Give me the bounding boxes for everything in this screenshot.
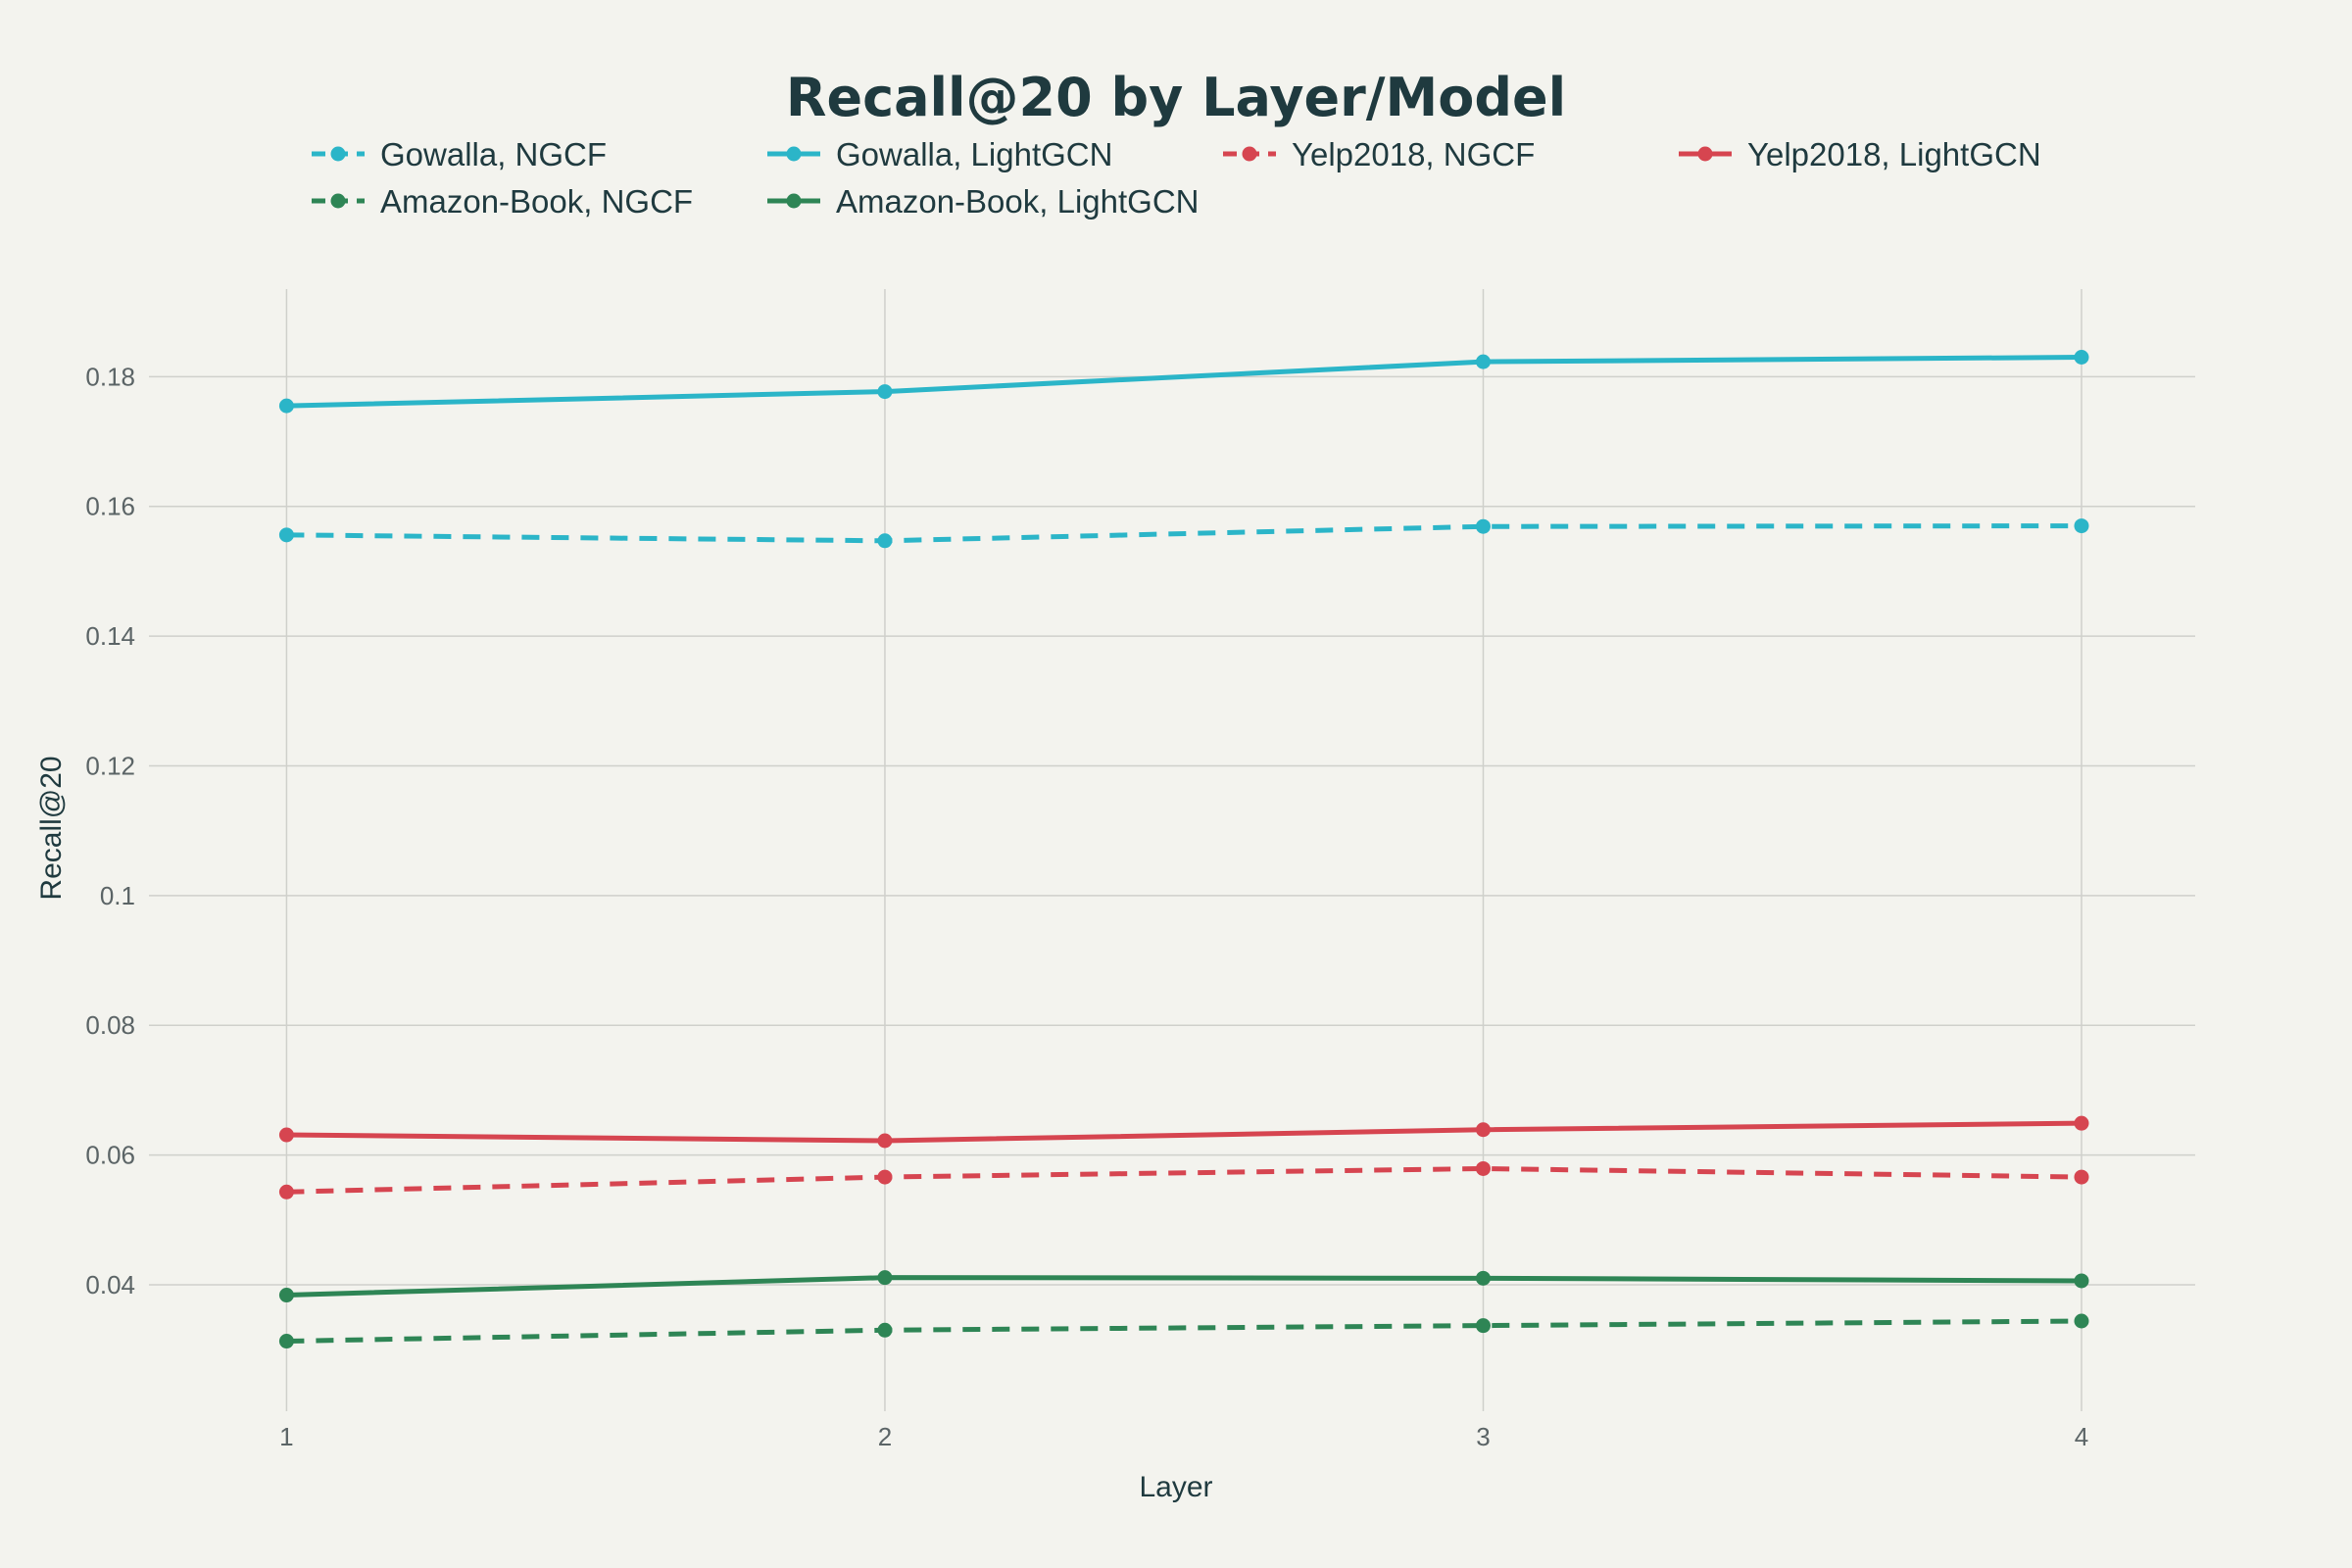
data-point-amazon-book-ngcf[interactable] [1475, 1318, 1491, 1334]
data-point-yelp2018-lightgcn[interactable] [2074, 1115, 2089, 1131]
y-tick-label: 0.14 [85, 621, 135, 651]
legend-swatch-marker [330, 193, 346, 209]
y-tick-label: 0.04 [85, 1270, 135, 1299]
legend-item-amazon-book-lightgcn[interactable]: Amazon-Book, LightGCN [767, 183, 1200, 220]
series-line-gowalla-lightgcn[interactable] [286, 354, 2082, 409]
axis-layer: 0.04 0.06 0.08 0.1 0.12 0.14 0.16 0.18 1 2 3 4 [85, 362, 2088, 1451]
series-line-yelp2018-ngcf[interactable] [286, 1165, 2082, 1195]
series-line-yelp2018-lightgcn[interactable] [286, 1120, 2082, 1144]
data-point-amazon-book-ngcf[interactable] [2074, 1313, 2089, 1329]
legend-label: Amazon-Book, LightGCN [836, 183, 1200, 220]
legend-swatch-marker [786, 146, 802, 162]
data-point-yelp2018-ngcf[interactable] [278, 1184, 294, 1200]
series-yelp2018-lightgcn[interactable] [278, 1115, 2089, 1149]
series-layer [278, 349, 2089, 1349]
data-point-amazon-book-ngcf[interactable] [877, 1322, 893, 1338]
x-tick-label: 3 [1476, 1422, 1490, 1451]
y-tick-label: 0.06 [85, 1141, 135, 1170]
legend-item-amazon-book-ngcf[interactable]: Amazon-Book, NGCF [312, 183, 693, 220]
data-point-gowalla-ngcf[interactable] [278, 527, 294, 543]
legend-swatch-marker [1697, 146, 1713, 162]
legend-label: Gowalla, NGCF [380, 136, 607, 172]
data-point-gowalla-ngcf[interactable] [2074, 518, 2089, 534]
series-line-amazon-book-lightgcn[interactable] [286, 1275, 2082, 1298]
legend-item-yelp2018-ngcf[interactable]: Yelp2018, NGCF [1223, 136, 1535, 172]
data-point-yelp2018-lightgcn[interactable] [877, 1133, 893, 1149]
legend[interactable]: Gowalla, NGCF Gowalla, LightGCN Yelp2018, … [312, 136, 2041, 220]
data-point-amazon-book-lightgcn[interactable] [2074, 1273, 2089, 1289]
legend-swatch-marker [330, 146, 346, 162]
series-amazon-book-lightgcn[interactable] [278, 1270, 2089, 1303]
y-axis-label: Recall@20 [35, 756, 68, 900]
data-point-gowalla-ngcf[interactable] [1475, 518, 1491, 534]
legend-label: Gowalla, LightGCN [836, 136, 1112, 172]
data-point-yelp2018-ngcf[interactable] [877, 1169, 893, 1185]
legend-swatch-marker [1242, 146, 1257, 162]
x-axis-label: Layer [1139, 1471, 1212, 1503]
y-tick-label: 0.18 [85, 362, 135, 391]
data-point-amazon-book-lightgcn[interactable] [877, 1270, 893, 1286]
grid-layer [149, 289, 2195, 1411]
data-point-gowalla-lightgcn[interactable] [877, 384, 893, 400]
legend-swatch-marker [786, 193, 802, 209]
series-gowalla-ngcf[interactable] [278, 518, 2089, 549]
data-point-amazon-book-ngcf[interactable] [278, 1334, 294, 1349]
y-tick-label: 0.1 [100, 881, 135, 910]
data-point-gowalla-lightgcn[interactable] [2074, 349, 2089, 365]
series-gowalla-lightgcn[interactable] [278, 349, 2089, 414]
legend-item-gowalla-ngcf[interactable]: Gowalla, NGCF [312, 136, 607, 172]
data-point-gowalla-ngcf[interactable] [877, 533, 893, 549]
data-point-amazon-book-lightgcn[interactable] [278, 1288, 294, 1303]
legend-item-gowalla-lightgcn[interactable]: Gowalla, LightGCN [767, 136, 1112, 172]
series-yelp2018-ngcf[interactable] [278, 1160, 2089, 1200]
series-line-amazon-book-ngcf[interactable] [286, 1318, 2082, 1345]
x-tick-label: 4 [2075, 1422, 2088, 1451]
data-point-gowalla-lightgcn[interactable] [1475, 354, 1491, 369]
x-tick-label: 1 [279, 1422, 293, 1451]
series-line-gowalla-ngcf[interactable] [286, 523, 2082, 544]
y-tick-label: 0.16 [85, 492, 135, 521]
legend-label: Amazon-Book, NGCF [380, 183, 693, 220]
y-tick-label: 0.12 [85, 751, 135, 780]
series-amazon-book-ngcf[interactable] [278, 1313, 2089, 1349]
data-point-yelp2018-ngcf[interactable] [2074, 1169, 2089, 1185]
data-point-gowalla-lightgcn[interactable] [278, 398, 294, 414]
legend-label: Yelp2018, LightGCN [1747, 136, 2041, 172]
data-point-yelp2018-ngcf[interactable] [1475, 1160, 1491, 1176]
data-point-yelp2018-lightgcn[interactable] [278, 1127, 294, 1143]
y-tick-label: 0.08 [85, 1010, 135, 1040]
chart-title: Recall@20 by Layer/Model [786, 67, 1566, 128]
data-point-amazon-book-lightgcn[interactable] [1475, 1270, 1491, 1286]
legend-item-yelp2018-lightgcn[interactable]: Yelp2018, LightGCN [1679, 136, 2041, 172]
data-point-yelp2018-lightgcn[interactable] [1475, 1122, 1491, 1138]
legend-label: Yelp2018, NGCF [1292, 136, 1535, 172]
x-tick-label: 2 [878, 1422, 892, 1451]
